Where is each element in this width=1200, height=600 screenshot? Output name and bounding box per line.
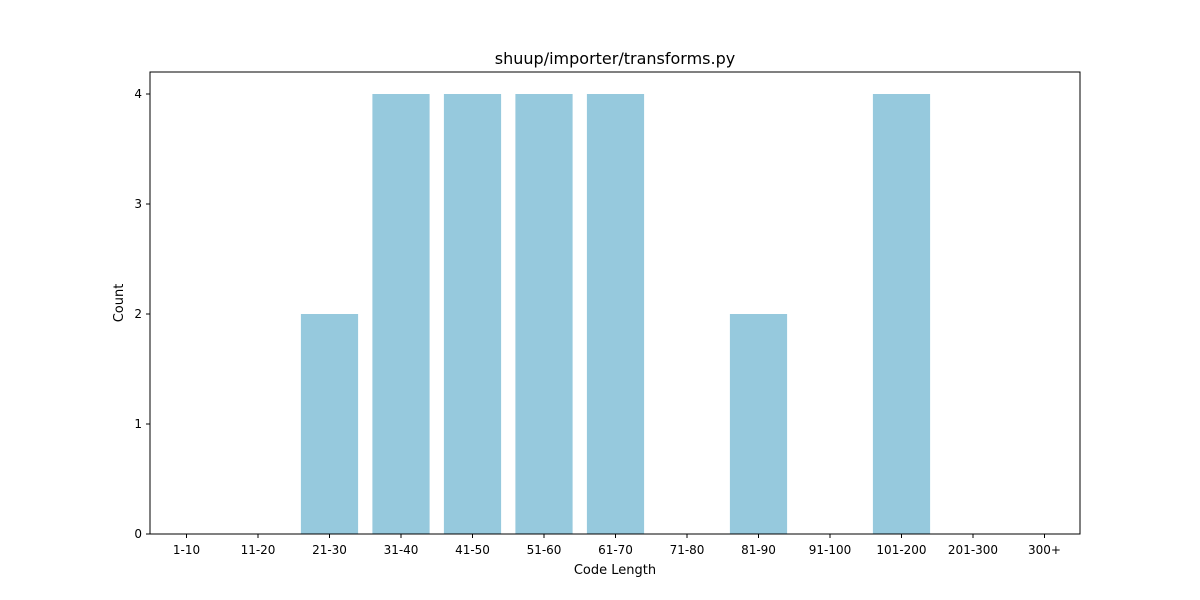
y-tick-label-2: 2: [134, 307, 142, 321]
x-axis-label: Code Length: [574, 563, 656, 578]
y-axis-label: Count: [112, 284, 127, 323]
y-tick-label-4: 4: [134, 87, 142, 101]
bars-group: [300, 94, 931, 534]
x-tick-label-9: 91-100: [809, 543, 852, 557]
bar-3: [372, 94, 430, 534]
y-tick-label-1: 1: [134, 417, 142, 431]
y-tick-label-3: 3: [134, 197, 142, 211]
x-tick-label-7: 71-80: [670, 543, 705, 557]
chart-title: shuup/importer/transforms.py: [495, 49, 735, 68]
bar-8: [729, 314, 788, 534]
y-tick-label-0: 0: [134, 527, 142, 541]
x-tick-label-12: 300+: [1028, 543, 1061, 557]
x-tick-label-10: 101-200: [876, 543, 926, 557]
bar-2: [300, 314, 359, 534]
bar-6: [586, 94, 645, 534]
x-tick-label-3: 31-40: [384, 543, 419, 557]
x-axis-ticks: 1-10 11-20 21-30 31-40 41-50 51-60 61-70 71-80 8…: [173, 534, 1061, 557]
x-tick-label-2: 21-30: [312, 543, 347, 557]
x-tick-label-0: 1-10: [173, 543, 200, 557]
x-tick-label-11: 201-300: [948, 543, 998, 557]
plot-frame: [149, 71, 1081, 535]
x-tick-label-8: 81-90: [741, 543, 776, 557]
x-tick-label-5: 51-60: [527, 543, 562, 557]
bar-4: [443, 94, 502, 534]
bar-10: [872, 94, 931, 534]
bar-5: [515, 94, 573, 534]
x-tick-label-1: 11-20: [241, 543, 276, 557]
x-tick-label-4: 41-50: [455, 543, 490, 557]
x-tick-label-6: 61-70: [598, 543, 633, 557]
y-axis-ticks: 0 1 2 3 4: [134, 87, 150, 541]
